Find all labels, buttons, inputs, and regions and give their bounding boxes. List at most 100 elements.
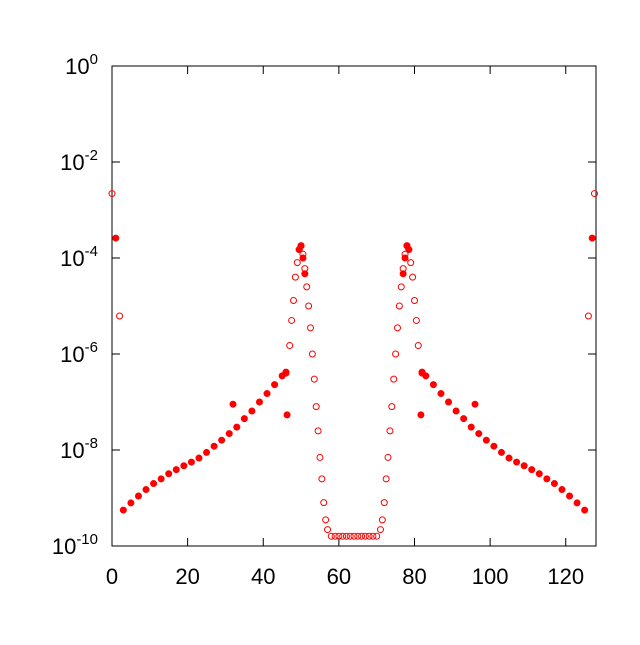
- point: [218, 436, 226, 444]
- point: [566, 492, 574, 500]
- point: [460, 415, 468, 423]
- y-tick-label: 10-10: [52, 531, 98, 559]
- point: [312, 403, 320, 411]
- point: [354, 532, 362, 540]
- y-tick-label: 10-2: [60, 147, 98, 175]
- point: [350, 532, 358, 540]
- point: [414, 342, 422, 350]
- point: [384, 453, 392, 461]
- point: [301, 270, 309, 278]
- point: [263, 390, 271, 398]
- point: [520, 462, 528, 470]
- point: [229, 400, 237, 408]
- point: [365, 532, 373, 540]
- point: [399, 270, 407, 278]
- point: [195, 454, 203, 462]
- point: [581, 506, 589, 514]
- point: [393, 324, 401, 332]
- point: [505, 454, 513, 462]
- point: [314, 427, 322, 435]
- point: [535, 470, 543, 478]
- point: [513, 458, 521, 466]
- point: [322, 516, 330, 524]
- point: [397, 283, 405, 291]
- point: [361, 532, 369, 540]
- point: [271, 381, 279, 389]
- y-tick-exponent: -6: [85, 339, 98, 356]
- point: [550, 480, 558, 488]
- point: [342, 532, 350, 540]
- point: [172, 466, 180, 474]
- point: [411, 297, 418, 305]
- point: [116, 312, 124, 320]
- point: [305, 302, 313, 310]
- point: [380, 499, 388, 507]
- point: [369, 532, 377, 540]
- point: [407, 259, 415, 267]
- point: [390, 375, 398, 383]
- point: [437, 390, 445, 398]
- point: [240, 415, 248, 423]
- point: [301, 265, 309, 273]
- point: [335, 532, 343, 540]
- y-tick-base: 10: [60, 438, 84, 463]
- point: [297, 242, 305, 250]
- point: [543, 475, 551, 483]
- point: [295, 246, 303, 254]
- x-tick-label: 100: [472, 564, 509, 589]
- point: [429, 381, 437, 389]
- point: [288, 316, 296, 324]
- x-tick-label: 80: [402, 564, 426, 589]
- point: [310, 375, 318, 383]
- point: [134, 492, 142, 500]
- x-tick-label: 20: [175, 564, 199, 589]
- point: [157, 475, 165, 483]
- y-tick-exponent: -2: [85, 147, 98, 164]
- point: [187, 458, 195, 466]
- y-tick-label: 10-6: [60, 339, 98, 367]
- point: [127, 499, 135, 507]
- point: [395, 302, 403, 310]
- point: [418, 369, 426, 377]
- y-tick-base: 10: [60, 342, 84, 367]
- y-tick-label: 100: [65, 51, 98, 79]
- point: [573, 499, 581, 507]
- point: [482, 436, 490, 444]
- x-tick-label: 0: [106, 564, 118, 589]
- point: [286, 342, 294, 350]
- point: [403, 242, 411, 250]
- point: [291, 273, 299, 281]
- point: [475, 430, 483, 438]
- point: [558, 486, 566, 494]
- point: [452, 407, 460, 415]
- y-tick-base: 10: [60, 246, 84, 271]
- point: [150, 480, 158, 488]
- y-tick-base: 10: [52, 534, 76, 559]
- point: [108, 190, 116, 198]
- point: [467, 423, 475, 431]
- point: [318, 475, 326, 483]
- point: [346, 532, 354, 540]
- point: [203, 448, 211, 456]
- y-tick-base: 10: [60, 150, 84, 175]
- point: [386, 427, 394, 435]
- y-tick-label: 10-8: [60, 435, 98, 463]
- point: [588, 234, 596, 242]
- point: [497, 448, 505, 456]
- y-tick-exponent: -10: [76, 531, 98, 548]
- point: [225, 430, 233, 438]
- point: [399, 265, 407, 273]
- point: [119, 506, 127, 514]
- point: [590, 190, 598, 198]
- point: [142, 486, 150, 494]
- y-tick-exponent: 0: [90, 51, 98, 68]
- x-tick-label: 60: [327, 564, 351, 589]
- point: [412, 316, 420, 324]
- point: [358, 532, 366, 540]
- y-tick-exponent: -4: [85, 243, 98, 260]
- point: [376, 526, 384, 534]
- point: [112, 234, 120, 242]
- point: [382, 475, 390, 483]
- point: [290, 297, 297, 305]
- point: [373, 532, 381, 540]
